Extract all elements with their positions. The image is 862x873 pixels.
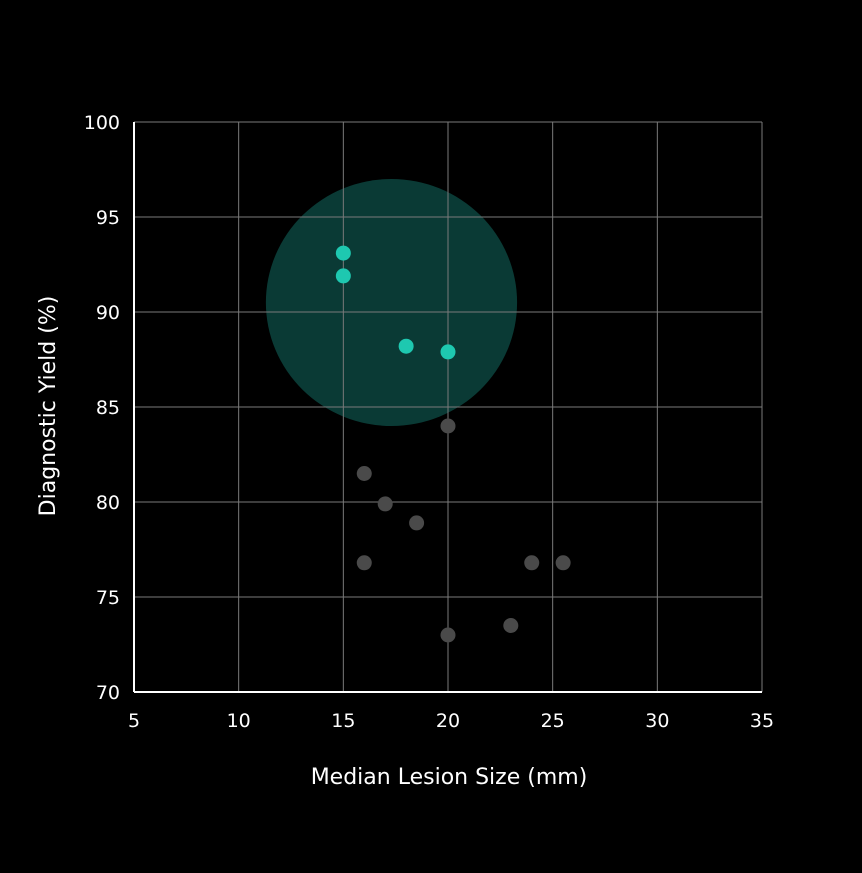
data-point xyxy=(409,515,425,531)
x-tick-label: 5 xyxy=(128,710,140,732)
x-tick-label: 25 xyxy=(541,710,565,732)
tick-labels: 5 10 15 20 25 30 35 70 75 80 85 90 95 100 xyxy=(84,112,774,732)
highlighted-point xyxy=(398,338,414,354)
highlighted-point xyxy=(440,344,456,360)
y-tick-label: 85 xyxy=(96,397,120,419)
data-point xyxy=(377,496,393,512)
y-tick-label: 75 xyxy=(96,587,120,609)
data-point xyxy=(356,466,372,481)
y-tick-label: 100 xyxy=(84,112,120,134)
data-point xyxy=(503,618,519,633)
y-tick-label: 95 xyxy=(96,207,120,229)
y-tick-label: 80 xyxy=(96,492,120,514)
x-tick-label: 15 xyxy=(331,710,355,732)
data-point xyxy=(555,555,571,571)
y-tick-label: 70 xyxy=(96,682,120,704)
data-points xyxy=(335,245,571,643)
y-tick-label: 90 xyxy=(96,302,120,324)
x-tick-label: 20 xyxy=(436,710,460,732)
x-tick-label: 35 xyxy=(750,710,774,732)
axes xyxy=(133,122,762,693)
data-point xyxy=(440,418,456,434)
highlight-region-layer xyxy=(265,179,518,426)
y-axis-title: Diagnostic Yield (%) xyxy=(36,296,61,517)
highlighted-point xyxy=(335,245,351,261)
data-point xyxy=(356,555,372,571)
data-point xyxy=(440,627,456,643)
x-tick-label: 10 xyxy=(227,710,251,732)
x-tick-label: 30 xyxy=(645,710,669,732)
x-axis-title: Median Lesion Size (mm) xyxy=(311,765,588,790)
highlight-region xyxy=(265,179,518,426)
highlighted-point xyxy=(335,268,351,284)
gridlines xyxy=(133,121,763,693)
data-point xyxy=(524,555,540,571)
